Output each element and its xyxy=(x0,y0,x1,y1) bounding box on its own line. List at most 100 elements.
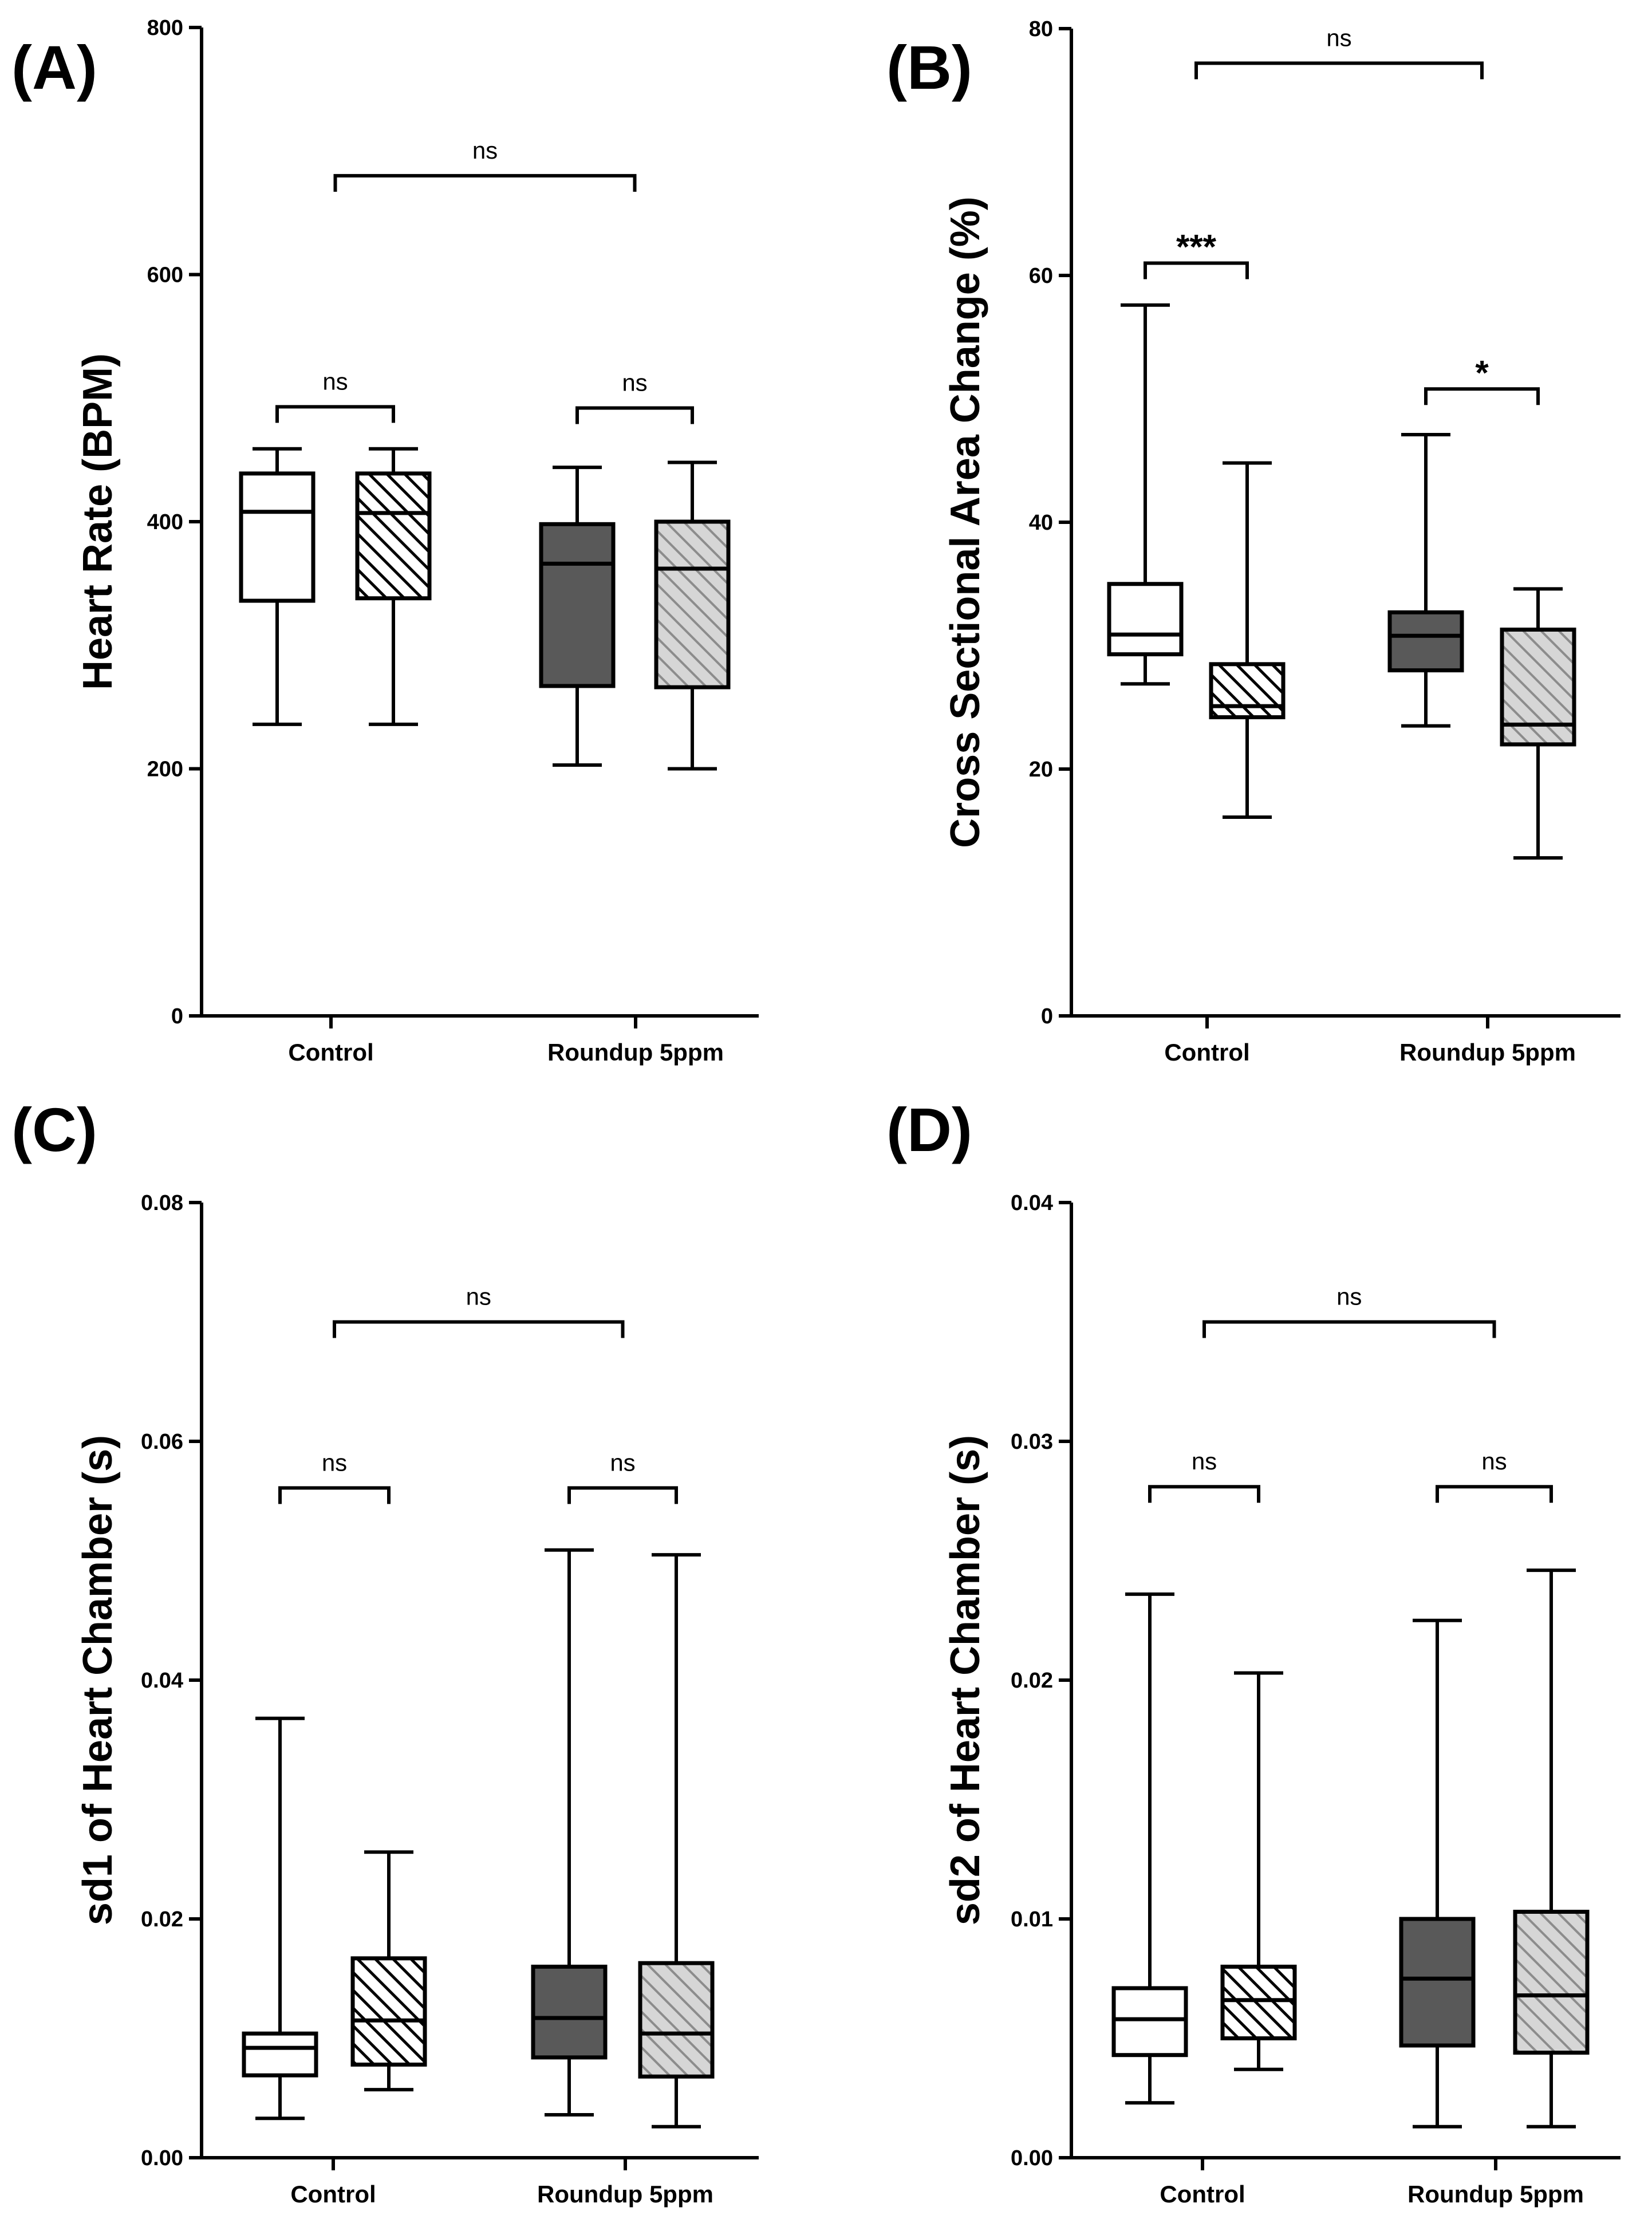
box-iqr xyxy=(531,1964,608,2060)
y-tick-label: 800 xyxy=(147,16,183,40)
significance-bracket: *** xyxy=(1144,227,1249,279)
box-iqr xyxy=(638,1961,715,2079)
significance-bracket: ns xyxy=(278,1449,391,1504)
y-tick-label: 0.00 xyxy=(141,2146,183,2170)
x-category-label: Control xyxy=(290,2181,376,2208)
y-tick-label: 40 xyxy=(1029,511,1053,535)
significance-label: ns xyxy=(1481,1448,1507,1475)
chart-panel-c: (C) 0.00 0.02 0.04 0.06 0.08 Control Roundup 5p… xyxy=(11,1095,759,2208)
significance-label: ns xyxy=(622,369,647,396)
significance-label: ns xyxy=(1326,24,1351,51)
significance-label: ns xyxy=(322,368,348,395)
box-iqr xyxy=(539,522,616,688)
significance-bracket: ns xyxy=(567,1449,678,1504)
x-category-label: Roundup 5ppm xyxy=(547,1039,724,1066)
box-plot xyxy=(1209,461,1286,819)
bracket-line xyxy=(278,1486,391,1504)
chart-panel-a: (A) 0 200 400 600 800 Control Roundup 5ppm Heart… xyxy=(11,16,759,1066)
significance-label: *** xyxy=(1176,227,1217,266)
bracket-line xyxy=(1148,1485,1260,1503)
box-plot xyxy=(1220,1671,1297,2071)
box-iqr xyxy=(1107,582,1184,657)
box-plot xyxy=(1399,1618,1476,2129)
box-iqr xyxy=(355,471,432,601)
significance-bracket: ns xyxy=(1194,24,1484,80)
significance-label: ns xyxy=(1336,1283,1362,1310)
panel-label: (C) xyxy=(11,1095,97,1164)
y-tick-label: 0.00 xyxy=(1011,2146,1053,2170)
significance-bracket: ns xyxy=(333,1283,625,1338)
y-axis-label: Heart Rate (BPM) xyxy=(75,353,121,690)
y-axis-label: sd2 of Heart Chamber (s) xyxy=(943,1435,988,1925)
y-axis-label: Cross Sectional Area Change (%) xyxy=(943,196,988,848)
bracket-line xyxy=(1194,61,1484,80)
y-tick-label: 0.08 xyxy=(141,1191,183,1215)
y-tick-label: 0.01 xyxy=(1011,1907,1053,1932)
significance-bracket: ns xyxy=(575,369,694,424)
box-plot xyxy=(239,447,316,726)
box-plot xyxy=(1387,432,1464,728)
x-category-label: Roundup 5ppm xyxy=(1407,2181,1584,2208)
bracket-line xyxy=(333,174,637,192)
box-iqr xyxy=(1209,662,1286,719)
y-tick-label: 0.02 xyxy=(141,1907,183,1932)
box-iqr xyxy=(350,1956,427,2067)
box-plot xyxy=(638,1553,715,2129)
box-iqr xyxy=(242,2031,318,2078)
bracket-line xyxy=(1436,1485,1553,1503)
y-tick-label: 0.04 xyxy=(141,1669,183,1693)
significance-bracket: ns xyxy=(1202,1283,1496,1338)
box-iqr xyxy=(1111,1986,1188,2058)
y-tick-label: 200 xyxy=(147,758,183,782)
box-plot xyxy=(1111,1592,1188,2105)
x-category-label: Roundup 5ppm xyxy=(1399,1039,1576,1066)
y-tick-label: 0.03 xyxy=(1011,1430,1053,1454)
bracket-line xyxy=(275,405,395,423)
panel-label: (A) xyxy=(11,33,97,102)
bracket-line xyxy=(567,1486,678,1504)
box-iqr xyxy=(1220,1964,1297,2040)
significance-bracket: ns xyxy=(1148,1448,1260,1503)
box-plot xyxy=(1513,1568,1590,2129)
x-category-label: Control xyxy=(288,1039,373,1066)
y-tick-label: 600 xyxy=(147,263,183,287)
box-iqr xyxy=(654,519,731,689)
box-plot xyxy=(242,1716,318,2121)
x-category-label: Roundup 5ppm xyxy=(537,2181,713,2208)
box-plot xyxy=(654,460,731,771)
significance-bracket: ns xyxy=(1436,1448,1553,1503)
box-plot xyxy=(355,447,432,726)
y-tick-label: 0.02 xyxy=(1011,1669,1053,1693)
y-tick-label: 0 xyxy=(1041,1004,1053,1028)
box-iqr xyxy=(1399,1917,1476,2048)
chart-panel-d: (D) 0.00 0.01 0.02 0.03 0.04 Control Roundup 5p… xyxy=(886,1095,1621,2208)
box-plot xyxy=(350,1850,427,2092)
box-iqr xyxy=(1513,1909,1590,2055)
bracket-line xyxy=(1202,1320,1496,1338)
significance-label: * xyxy=(1475,353,1489,392)
y-axis-label: sd1 of Heart Chamber (s) xyxy=(75,1435,121,1925)
panel-label: (B) xyxy=(886,33,972,102)
significance-label: ns xyxy=(472,137,498,164)
y-tick-label: 0 xyxy=(171,1004,183,1028)
y-tick-label: 20 xyxy=(1029,758,1053,782)
bracket-line xyxy=(575,406,694,424)
bracket-line xyxy=(1144,261,1249,279)
bracket-line xyxy=(333,1320,625,1338)
significance-label: ns xyxy=(322,1449,347,1476)
y-tick-label: 80 xyxy=(1029,17,1053,41)
significance-label: ns xyxy=(1192,1448,1217,1475)
significance-bracket: ns xyxy=(333,137,637,192)
significance-label: ns xyxy=(466,1283,491,1310)
y-tick-label: 400 xyxy=(147,510,183,534)
y-tick-label: 0.06 xyxy=(141,1430,183,1454)
significance-bracket: * xyxy=(1424,353,1540,405)
y-tick-label: 0.04 xyxy=(1011,1191,1053,1215)
box-iqr xyxy=(1387,610,1464,673)
box-plot xyxy=(1107,303,1184,686)
bracket-line xyxy=(1424,387,1540,405)
chart-panel-b: (B) 0 20 40 60 80 Control Roundup 5ppm Cross Sec… xyxy=(886,17,1621,1066)
x-category-label: Control xyxy=(1160,2181,1245,2208)
significance-label: ns xyxy=(610,1449,635,1476)
x-category-label: Control xyxy=(1164,1039,1249,1066)
